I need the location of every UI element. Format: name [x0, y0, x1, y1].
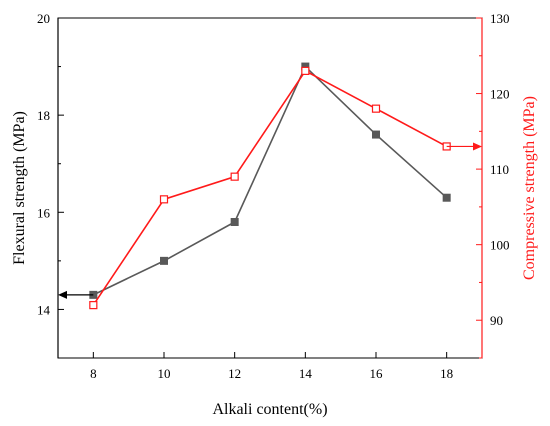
- left-tick-label: 18: [37, 108, 50, 123]
- right-axis-ticks: 90 100 110 120 130: [476, 11, 510, 359]
- left-tick-label: 20: [37, 11, 50, 26]
- x-tick-label: 12: [228, 366, 241, 381]
- x-axis-title: Alkali content(%): [212, 401, 327, 418]
- x-tick-label: 16: [370, 366, 384, 381]
- left-tick-label: 16: [37, 205, 51, 220]
- x-tick-label: 8: [90, 366, 97, 381]
- right-series-point: [230, 172, 239, 181]
- right-series-point: [89, 301, 98, 310]
- x-tick-label: 18: [440, 366, 453, 381]
- right-tick-label: 100: [490, 238, 510, 253]
- x-tick-label: 10: [158, 366, 171, 381]
- right-series-point: [371, 104, 381, 113]
- right-tick-label: 120: [490, 87, 510, 102]
- right-tick-label: 110: [490, 162, 509, 177]
- left-series-point: [372, 130, 380, 139]
- left-series-point: [230, 218, 239, 226]
- x-axis-ticks: 8 10 12 14 16 18: [90, 352, 453, 381]
- right-series-point: [159, 195, 169, 204]
- axis-pointer-arrows: [58, 142, 482, 299]
- right-axis-title: Compressive strength (MPa): [521, 96, 538, 280]
- right-series-line: [92, 69, 448, 306]
- right-tick-label: 130: [490, 11, 510, 26]
- right-tick-label: 90: [490, 313, 503, 328]
- left-axis-title: Flexural strength (MPa): [11, 111, 28, 265]
- plot-frame: [57, 17, 483, 359]
- right-series-point: [301, 66, 310, 75]
- left-axis-ticks: 14 16 18 20: [37, 11, 64, 359]
- left-axis-arrowhead: [58, 290, 67, 299]
- left-series-point: [160, 256, 168, 265]
- x-tick-label: 14: [299, 366, 313, 381]
- left-tick-label: 14: [37, 302, 51, 317]
- right-axis-arrowhead: [473, 142, 482, 151]
- left-series-point: [442, 193, 451, 202]
- series-group: [89, 62, 451, 310]
- left-series-line: [92, 65, 448, 296]
